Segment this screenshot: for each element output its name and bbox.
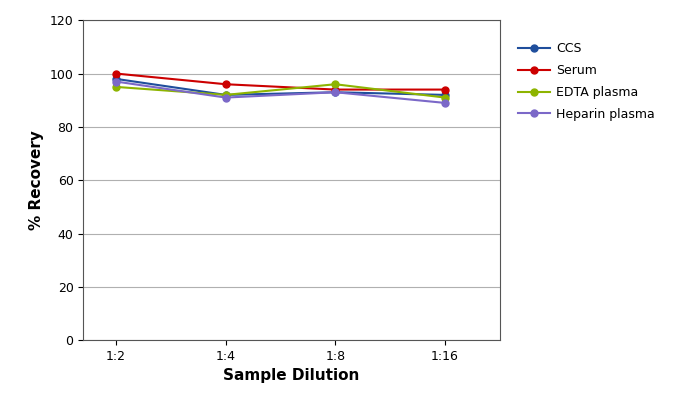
Line: EDTA plasma: EDTA plasma <box>112 81 448 101</box>
EDTA plasma <box>331 82 339 87</box>
Heparin plasma <box>112 79 120 84</box>
Serum <box>112 71 120 76</box>
Serum <box>331 87 339 92</box>
Line: CCS: CCS <box>112 75 448 98</box>
CCS <box>221 92 230 97</box>
Y-axis label: % Recovery: % Recovery <box>29 130 44 230</box>
CCS <box>441 92 449 97</box>
Serum <box>221 82 230 87</box>
CCS <box>112 77 120 81</box>
X-axis label: Sample Dilution: Sample Dilution <box>223 369 359 384</box>
EDTA plasma <box>112 85 120 90</box>
EDTA plasma <box>221 92 230 97</box>
Heparin plasma <box>221 95 230 100</box>
Line: Serum: Serum <box>112 70 448 93</box>
Heparin plasma <box>331 90 339 95</box>
Serum <box>441 87 449 92</box>
EDTA plasma <box>441 95 449 100</box>
Line: Heparin plasma: Heparin plasma <box>112 78 448 107</box>
CCS <box>331 90 339 95</box>
Heparin plasma <box>441 100 449 105</box>
Legend: CCS, Serum, EDTA plasma, Heparin plasma: CCS, Serum, EDTA plasma, Heparin plasma <box>518 43 654 121</box>
